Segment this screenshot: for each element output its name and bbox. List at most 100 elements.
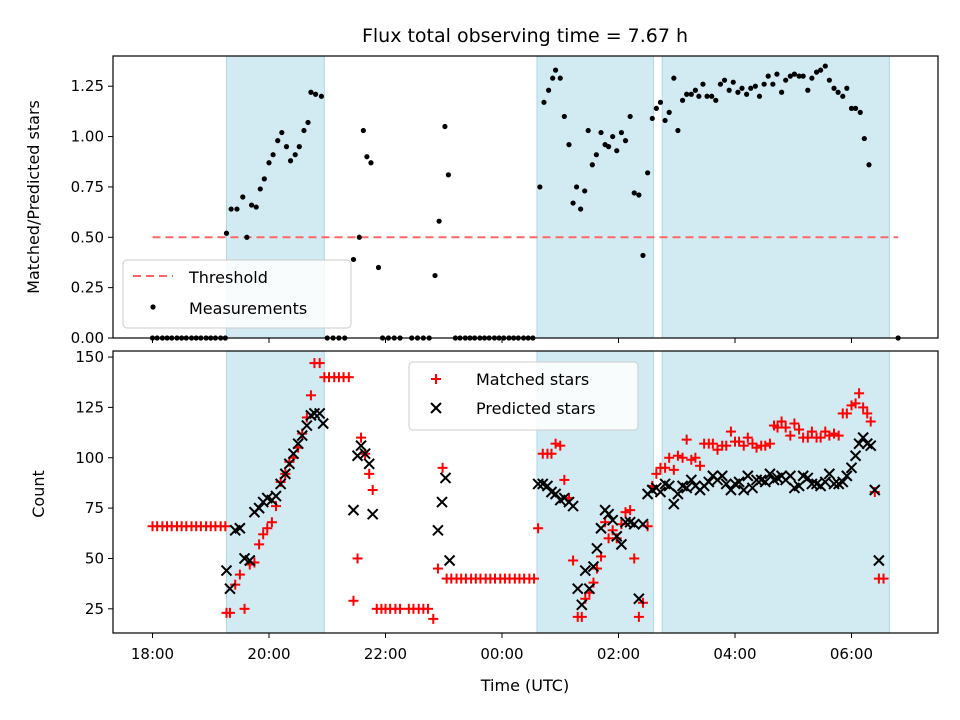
predicted-point (292, 437, 304, 450)
predicted-point (793, 480, 805, 492)
measurement-point (631, 190, 637, 196)
matched-legend-swatch (431, 374, 441, 384)
matched-point (254, 539, 265, 550)
measurement-point (835, 89, 841, 95)
predicted-point (849, 450, 862, 462)
measurement-point (275, 138, 281, 144)
predicted-point (443, 554, 456, 567)
matched-point (305, 390, 316, 401)
measurement-point (627, 113, 633, 120)
measurement-point (796, 73, 802, 79)
measurement-point (566, 142, 572, 148)
predicted-point (587, 560, 600, 573)
measurement-point (765, 73, 771, 79)
top-y-ticks: 0.00 0.25 0.50 0.75 1.00 1.25 (71, 77, 113, 347)
matched-point (806, 426, 817, 437)
measurement-point (783, 77, 789, 83)
predicted-point (716, 470, 728, 482)
observing-band-1 (536, 55, 654, 339)
measurement-point (570, 200, 576, 206)
measurement-point (826, 77, 832, 83)
measurement-point (696, 93, 702, 99)
measurement-point (350, 256, 357, 263)
matched-point (348, 595, 359, 606)
predicted-point (234, 522, 246, 534)
matched-point (395, 603, 406, 614)
measurement-point (809, 75, 815, 81)
predicted-point (869, 484, 881, 496)
matched-point (862, 408, 873, 419)
predicted-point (611, 530, 623, 543)
measurement-point (726, 87, 732, 93)
measurement-point (614, 148, 620, 154)
predicted-legend-label: Predicted stars (476, 399, 596, 418)
matched-point (841, 408, 852, 419)
matched-point (343, 372, 354, 383)
measurement-point (666, 109, 672, 115)
top-y-axis-label: Matched/Predicted stars (24, 100, 43, 294)
measurement-point (287, 158, 294, 164)
measurement-point (831, 85, 837, 91)
matched-point (668, 464, 679, 475)
measurement-point (739, 85, 745, 91)
measurement-point (649, 115, 655, 122)
x-tick-label: 04:00 (713, 645, 756, 663)
measurement-point (704, 93, 710, 99)
measurement-point (657, 99, 664, 105)
measurement-point (598, 129, 604, 136)
predicted-point (823, 468, 836, 480)
top-axes-frame (112, 55, 939, 339)
matched-point (721, 440, 732, 451)
measurement-point (774, 71, 780, 77)
measurement-point (240, 194, 246, 200)
predicted-point (853, 437, 865, 450)
measurement-point (593, 152, 599, 158)
measurement-point (266, 160, 272, 166)
matched-point (576, 611, 587, 622)
y-tick-label: 125 (75, 398, 104, 416)
measurement-point (557, 75, 563, 81)
measurement-point (305, 119, 311, 126)
matched-point (620, 507, 631, 518)
matched-point (591, 563, 602, 574)
measurement-point (546, 87, 552, 93)
predicted-point (738, 484, 750, 496)
measurement-point (573, 184, 580, 190)
predicted-point (439, 472, 452, 484)
measurement-point (432, 272, 438, 279)
predicted-point (287, 448, 300, 460)
matched-point (780, 422, 791, 433)
measurement-point (442, 123, 448, 130)
matched-point (262, 523, 273, 534)
measurement-point (368, 160, 374, 166)
measurement-point (822, 63, 828, 69)
measurement-point (752, 83, 758, 89)
matched-point (529, 573, 540, 584)
measurement-point (717, 81, 724, 87)
matched-point (815, 432, 826, 443)
x-tick-label: 06:00 (830, 645, 873, 663)
x-tick-label: 02:00 (597, 645, 640, 663)
y-tick-label: 0.75 (71, 178, 104, 196)
measurement-point (356, 234, 362, 240)
predicted-point (347, 504, 360, 516)
y-tick-label: 1.25 (71, 77, 104, 95)
bottom-y-ticks: 25 50 75 100 125 150 (75, 348, 113, 618)
matched-point (239, 603, 250, 614)
matched-point (364, 468, 375, 479)
y-tick-label: 1.00 (71, 128, 104, 146)
measurement-point (787, 73, 793, 79)
measurement-point (645, 170, 651, 176)
matched-point (423, 603, 434, 614)
predicted-point (672, 488, 684, 500)
predicted-point (224, 582, 236, 595)
measurement-point (844, 85, 850, 91)
matched-point (738, 440, 749, 451)
predicted-point (436, 496, 448, 508)
measurement-point (244, 234, 250, 240)
predicted-point (685, 474, 698, 486)
matched-point (559, 474, 570, 485)
measurement-point (861, 135, 867, 142)
measurement-point (744, 91, 750, 97)
measurement-point (585, 127, 591, 134)
